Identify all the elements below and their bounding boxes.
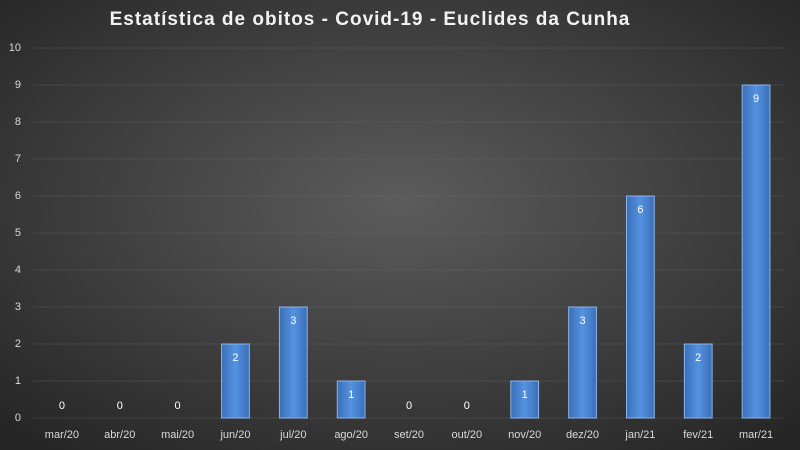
y-tick-label: 9: [15, 79, 21, 91]
y-tick-label: 10: [9, 42, 21, 54]
data-label: 0: [406, 400, 412, 412]
bar: [510, 380, 540, 419]
x-tick-label: jun/20: [219, 429, 250, 441]
chart-title: Estatística de obitos - Covid-19 - Eucli…: [110, 9, 631, 30]
bar: [683, 343, 713, 419]
data-label: 1: [522, 389, 528, 401]
data-label: 6: [637, 204, 643, 216]
x-tick-label: abr/20: [104, 429, 135, 441]
data-label: 2: [695, 352, 701, 364]
x-tick-label: mai/20: [161, 429, 194, 441]
y-tick-label: 5: [15, 227, 21, 239]
x-tick-label: dez/20: [566, 429, 599, 441]
y-tick-label: 7: [15, 153, 21, 165]
x-tick-label: mar/21: [739, 429, 773, 441]
y-tick-label: 3: [15, 301, 21, 313]
data-label: 0: [175, 400, 181, 412]
y-tick-label: 2: [15, 338, 21, 350]
data-label: 3: [579, 315, 585, 327]
bar: [221, 343, 250, 419]
data-label: 3: [290, 315, 296, 327]
x-tick-label: ago/20: [334, 429, 368, 441]
data-label: 0: [59, 400, 65, 412]
x-tick-label: fev/21: [683, 429, 713, 441]
y-tick-label: 6: [15, 190, 21, 202]
data-label: 1: [348, 389, 354, 401]
y-tick-label: 0: [15, 412, 21, 424]
x-tick-label: out/20: [452, 429, 483, 441]
x-tick-label: nov/20: [508, 429, 541, 441]
data-label: 9: [753, 93, 759, 105]
x-tick-label: set/20: [394, 429, 424, 441]
data-label: 2: [232, 352, 238, 364]
x-tick-label: jul/20: [279, 429, 306, 441]
bar: [626, 195, 655, 419]
data-label: 0: [117, 400, 123, 412]
data-label: 0: [464, 400, 470, 412]
x-tick-label: jan/21: [624, 429, 655, 441]
x-tick-label: mar/20: [45, 429, 79, 441]
bar: [336, 380, 366, 419]
bar: [278, 306, 308, 419]
bar: [741, 84, 771, 419]
y-tick-label: 1: [15, 375, 21, 387]
y-tick-label: 8: [15, 116, 21, 128]
bar: [568, 306, 597, 419]
y-tick-label: 4: [15, 264, 21, 276]
